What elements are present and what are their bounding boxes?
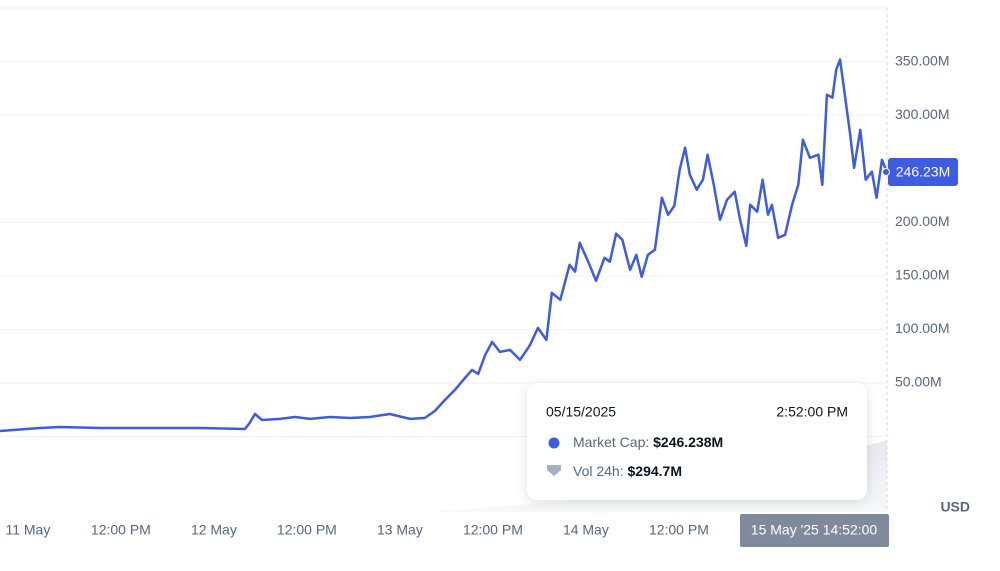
hover-dot xyxy=(882,168,890,176)
x-tick-label: 14 May xyxy=(563,522,609,538)
tooltip-value: $246.238M xyxy=(653,434,723,450)
tooltip-name: Market Cap: xyxy=(573,434,649,450)
tooltip-value: $294.7M xyxy=(628,463,682,479)
y-tick-label: 200.00M xyxy=(895,213,949,229)
crosshair-label-box xyxy=(740,514,889,547)
y-tick-label: 150.00M xyxy=(895,267,949,283)
tooltip-date: 05/15/2025 xyxy=(546,404,616,420)
x-tick-label: 12:00 PM xyxy=(463,522,523,538)
volume-icon xyxy=(547,465,561,476)
tooltip-name: Vol 24h: xyxy=(573,463,624,479)
tooltip-name: Vol 24h: $294.7M xyxy=(573,463,682,479)
x-tick-label: 12:00 PM xyxy=(277,522,337,538)
x-tick-label: 11 May xyxy=(5,522,50,538)
currency: USD xyxy=(940,499,970,515)
last-value-label: 246.23M xyxy=(896,164,950,180)
tooltip-name: Market Cap: $246.238M xyxy=(573,434,723,450)
x-tick-label: 13 May xyxy=(377,522,423,538)
grid xyxy=(0,61,887,384)
x-tick-label: 12:00 PM xyxy=(649,522,709,538)
tooltip-box xyxy=(527,383,867,500)
y-tick-label: 300.00M xyxy=(895,106,949,122)
y-tick-label: 350.00M xyxy=(895,52,949,68)
x-tick-label: 12:00 PM xyxy=(91,522,151,538)
tooltip: 05/15/2025 2:52:00 PM Market Cap: $246.2… xyxy=(527,383,867,500)
legend-dot xyxy=(548,437,560,449)
tooltip-time: 2:52:00 PM xyxy=(776,404,848,420)
line xyxy=(0,58,889,433)
lines xyxy=(0,58,889,433)
y-tick-label: 100.00M xyxy=(895,320,949,336)
last-value-box xyxy=(888,158,958,186)
crosshair-label: 15 May '25 14:52:00 xyxy=(751,522,878,538)
x-tick-label: 12 May xyxy=(191,522,237,538)
y-tick-label: 50.00M xyxy=(895,374,942,390)
